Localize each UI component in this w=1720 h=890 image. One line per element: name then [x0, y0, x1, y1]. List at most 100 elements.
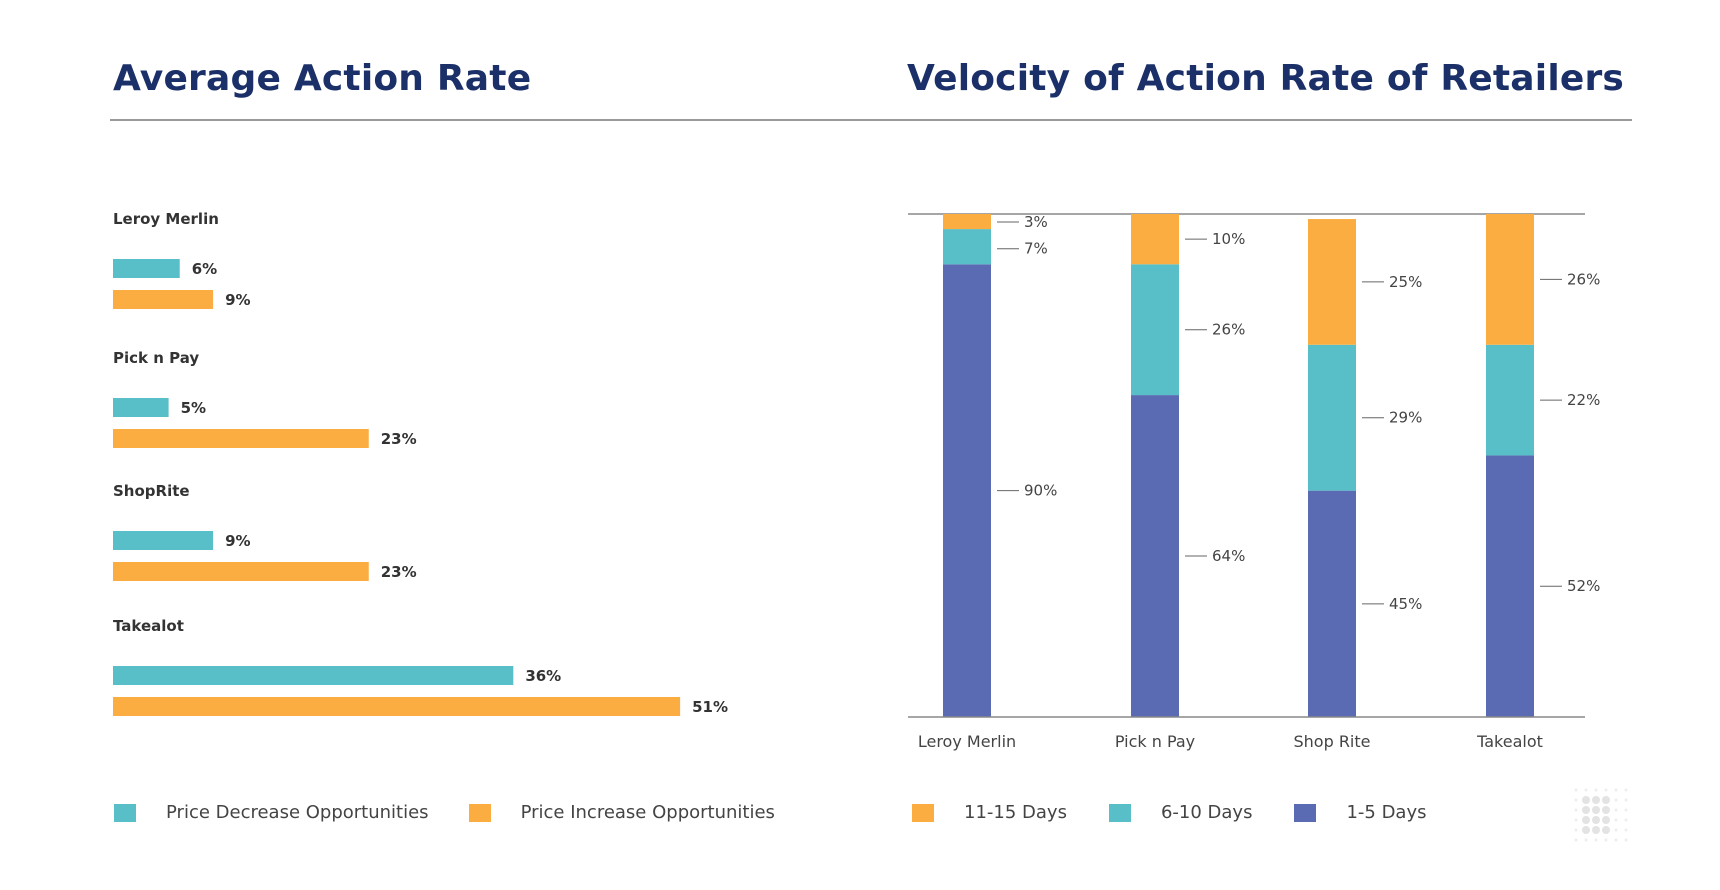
segment-1-5-days-leroy-merlin	[943, 264, 991, 717]
bar-price-decrease-opportunities-takealot	[113, 666, 514, 685]
dot	[1592, 806, 1600, 814]
x-tick-label-leroy-merlin: Leroy Merlin	[918, 732, 1016, 751]
data-label-11-15-days-leroy-merlin: 3%	[1024, 213, 1048, 231]
data-label-1-5-days-shop-rite: 45%	[1389, 595, 1422, 613]
average-action-rate-chart: Leroy Merlin 6% 9% Pick n Pay 5% 23% ShopRite 9…	[113, 210, 728, 716]
dot	[1594, 788, 1598, 792]
dot	[1624, 828, 1628, 832]
velocity-action-rate-chart: 90% 7% 3% Leroy Merlin 64% 26% 10% Pick n Pay 45…	[908, 213, 1600, 751]
dot	[1604, 838, 1608, 842]
bar-price-increase-opportunities-pick-n-pay	[113, 429, 369, 448]
dot	[1602, 796, 1610, 804]
x-tick-label-takealot: Takealot	[1476, 732, 1543, 751]
dot	[1582, 816, 1590, 824]
segment-11-15-days-shop-rite	[1308, 219, 1356, 345]
segment-6-10-days-shop-rite	[1308, 344, 1356, 491]
dot	[1574, 818, 1578, 822]
data-label-price-decrease-opportunities-takealot: 36%	[525, 667, 561, 685]
header-divider	[110, 119, 1632, 121]
dot	[1592, 826, 1600, 834]
bar-price-increase-opportunities-shoprite	[113, 562, 369, 581]
segment-6-10-days-leroy-merlin	[943, 229, 991, 265]
data-label-1-5-days-takealot: 52%	[1567, 577, 1600, 595]
dot	[1602, 816, 1610, 824]
dot	[1574, 828, 1578, 832]
category-label-leroy-merlin: Leroy Merlin	[113, 210, 219, 228]
segment-1-5-days-takealot	[1486, 455, 1534, 717]
data-label-price-increase-opportunities-takealot: 51%	[692, 698, 728, 716]
data-label-6-10-days-pick-n-pay: 26%	[1212, 321, 1245, 339]
data-label-6-10-days-shop-rite: 29%	[1389, 409, 1422, 427]
left-chart-title: Average Action Rate	[113, 58, 532, 99]
segment-11-15-days-pick-n-pay	[1131, 214, 1179, 265]
data-label-price-increase-opportunities-leroy-merlin: 9%	[225, 291, 250, 309]
bar-price-decrease-opportunities-pick-n-pay	[113, 398, 169, 417]
legend-item-6-10-days: 6-10 Days	[1108, 802, 1253, 823]
bar-price-increase-opportunities-leroy-merlin	[113, 290, 214, 309]
legend-label-11-15-days: 11-15 Days	[964, 802, 1067, 823]
dot	[1604, 788, 1608, 792]
dot	[1574, 788, 1578, 792]
data-label-price-decrease-opportunities-pick-n-pay: 5%	[181, 399, 206, 417]
dot	[1614, 798, 1618, 802]
bar-price-decrease-opportunities-leroy-merlin	[113, 259, 180, 278]
dot	[1624, 808, 1628, 812]
data-label-11-15-days-shop-rite: 25%	[1389, 273, 1422, 291]
x-tick-label-shop-rite: Shop Rite	[1293, 732, 1370, 751]
segment-1-5-days-shop-rite	[1308, 490, 1356, 717]
dot	[1584, 788, 1588, 792]
dot	[1614, 828, 1618, 832]
data-label-6-10-days-leroy-merlin: 7%	[1024, 240, 1048, 258]
legend-swatch-6-10-days	[1108, 803, 1131, 822]
x-tick-label-pick-n-pay: Pick n Pay	[1115, 732, 1195, 751]
legend-item-increase: Price Increase Opportunities	[468, 802, 775, 823]
dot	[1582, 826, 1590, 834]
legend-label-decrease: Price Decrease Opportunities	[166, 802, 429, 823]
dot	[1624, 798, 1628, 802]
legend-label-6-10-days: 6-10 Days	[1160, 802, 1253, 823]
data-label-price-increase-opportunities-pick-n-pay: 23%	[381, 430, 417, 448]
dot	[1574, 838, 1578, 842]
dot	[1584, 838, 1588, 842]
left-chart-legend: Price Decrease Opportunities Price Incre…	[114, 802, 815, 823]
legend-swatch-1-5-days	[1294, 803, 1317, 822]
dot	[1582, 806, 1590, 814]
legend-label-increase: Price Increase Opportunities	[520, 802, 775, 823]
dot	[1582, 796, 1590, 804]
legend-swatch-decrease	[114, 803, 136, 822]
data-label-6-10-days-takealot: 22%	[1567, 391, 1600, 409]
dot	[1602, 826, 1610, 834]
legend-item-decrease: Price Decrease Opportunities	[114, 802, 429, 823]
data-label-price-decrease-opportunities-shoprite: 9%	[225, 532, 250, 550]
dot	[1614, 788, 1618, 792]
legend-label-1-5-days: 1-5 Days	[1346, 802, 1427, 823]
segment-6-10-days-pick-n-pay	[1131, 264, 1179, 396]
dot	[1614, 808, 1618, 812]
dot	[1614, 818, 1618, 822]
legend-swatch-increase	[468, 803, 491, 822]
dot	[1592, 796, 1600, 804]
data-label-1-5-days-leroy-merlin: 90%	[1024, 482, 1057, 500]
dot	[1624, 838, 1628, 842]
dot	[1614, 838, 1618, 842]
data-label-1-5-days-pick-n-pay: 64%	[1212, 547, 1245, 565]
data-label-price-decrease-opportunities-leroy-merlin: 6%	[192, 260, 217, 278]
dot	[1574, 808, 1578, 812]
legend-swatch-11-15-days	[912, 803, 934, 822]
category-label-shoprite: ShopRite	[113, 482, 190, 500]
dot	[1602, 806, 1610, 814]
data-label-price-increase-opportunities-shoprite: 23%	[381, 563, 417, 581]
right-chart-title: Velocity of Action Rate of Retailers	[907, 58, 1625, 99]
segment-11-15-days-leroy-merlin	[943, 214, 991, 230]
category-label-pick-n-pay: Pick n Pay	[113, 349, 199, 367]
right-chart-legend: 11-15 Days 6-10 Days 1-5 Days	[912, 802, 1469, 823]
segment-6-10-days-takealot	[1486, 344, 1534, 456]
legend-item-1-5-days: 1-5 Days	[1294, 802, 1427, 823]
data-label-11-15-days-takealot: 26%	[1567, 270, 1600, 288]
segment-11-15-days-takealot	[1486, 214, 1534, 345]
dot	[1592, 816, 1600, 824]
segment-1-5-days-pick-n-pay	[1131, 395, 1179, 717]
dot	[1574, 798, 1578, 802]
data-label-11-15-days-pick-n-pay: 10%	[1212, 230, 1245, 248]
bar-price-increase-opportunities-takealot	[113, 697, 681, 716]
